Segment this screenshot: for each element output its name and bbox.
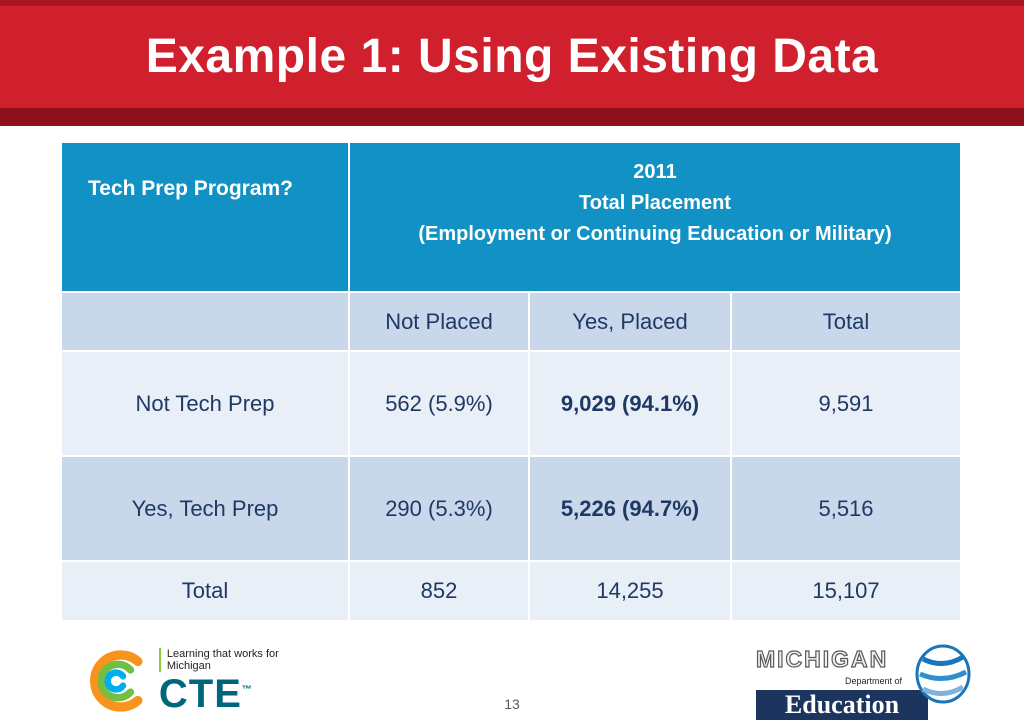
subheader-yes-placed: Yes, Placed xyxy=(530,293,730,350)
cell-total-not-placed: 852 xyxy=(350,562,528,620)
header-line-year: 2011 xyxy=(633,161,677,183)
michigan-wordmark: MICHIGAN xyxy=(755,645,889,672)
table-header-placement: 2011 Total Placement (Employment or Cont… xyxy=(350,143,960,291)
subheader-empty-cell xyxy=(62,293,348,350)
title-banner: Example 1: Using Existing Data xyxy=(0,0,1024,126)
placement-table: Tech Prep Program? 2011 Total Placement … xyxy=(62,143,960,620)
slide-title: Example 1: Using Existing Data xyxy=(145,29,879,83)
row-label-not-tech-prep: Not Tech Prep xyxy=(62,352,348,455)
header-line-detail: (Employment or Continuing Education or M… xyxy=(418,223,892,245)
row-label-total: Total xyxy=(62,562,348,620)
cte-swirl-icon xyxy=(90,650,143,712)
page-number: 13 xyxy=(504,696,520,712)
cell-not-tech-prep-yes-placed: 9,029 (94.1%) xyxy=(530,352,730,455)
michigan-globe-icon xyxy=(915,644,971,704)
table-header-program: Tech Prep Program? xyxy=(62,143,348,291)
cell-yes-tech-prep-not-placed: 290 (5.3%) xyxy=(350,457,528,560)
cell-yes-tech-prep-total: 5,516 xyxy=(732,457,960,560)
cte-logo-text: Learning that works for Michigan CTE™ xyxy=(158,648,314,716)
row-label-yes-tech-prep: Yes, Tech Prep xyxy=(62,457,348,560)
cell-total-total: 15,107 xyxy=(732,562,960,620)
michigan-doe-logo: MICHIGAN Department of Education xyxy=(755,644,971,722)
cte-tagline: Learning that works for Michigan xyxy=(158,648,314,672)
cte-wordmark: CTE™ xyxy=(158,672,253,716)
subheader-not-placed: Not Placed xyxy=(350,293,528,350)
cell-not-tech-prep-total: 9,591 xyxy=(732,352,960,455)
cell-yes-tech-prep-yes-placed: 5,226 (94.7%) xyxy=(530,457,730,560)
subheader-total: Total xyxy=(732,293,960,350)
header-line-title: Total Placement xyxy=(579,192,731,214)
cell-not-tech-prep-not-placed: 562 (5.9%) xyxy=(350,352,528,455)
cte-logo: Learning that works for Michigan CTE™ xyxy=(84,642,314,720)
cte-trademark: ™ xyxy=(241,684,253,696)
education-wordmark: Education xyxy=(756,690,928,720)
cell-total-yes-placed: 14,255 xyxy=(530,562,730,620)
department-of-label: Department of xyxy=(844,676,902,686)
